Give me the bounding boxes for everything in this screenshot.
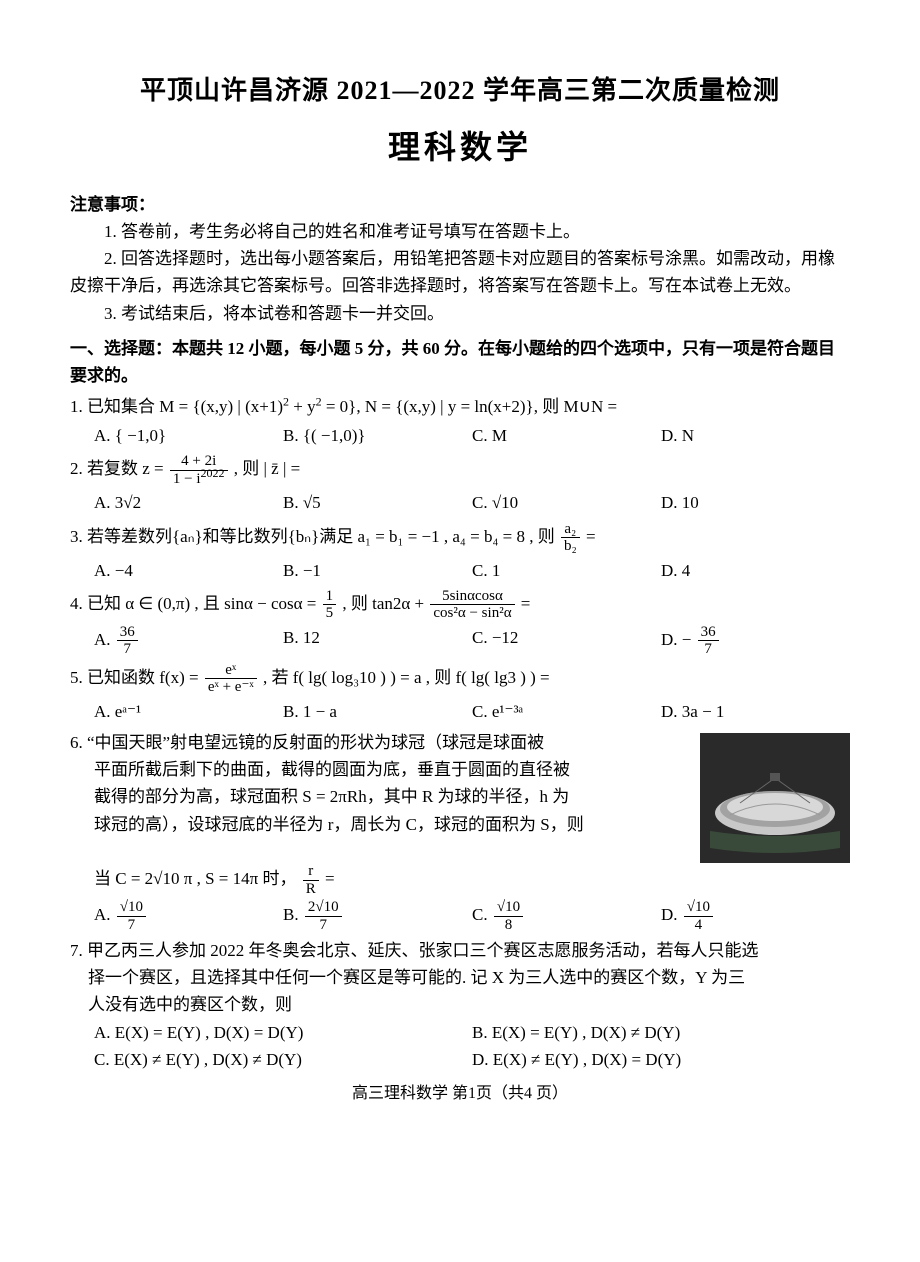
q7-opt-d: D. E(X) ≠ E(Y) , D(X) = D(Y) <box>472 1046 850 1073</box>
q5-text: 5. 已知函数 f(x) = eˣ eˣ + e⁻ˣ , 若 f( lg( lo… <box>70 662 850 696</box>
notice-item-1: 1. 答卷前，考生务必将自己的姓名和准考证号填写在答题卡上。 <box>70 218 850 245</box>
q2-options: A. 3√2 B. √5 C. √10 D. 10 <box>94 489 850 516</box>
q7-opt-a: A. E(X) = E(Y) , D(X) = D(Y) <box>94 1019 472 1046</box>
question-6: 6. “中国天眼”射电望远镜的反射面的形状为球冠（球冠是球面被 平面所截后剩下的… <box>70 729 850 933</box>
exam-page: 平顶山许昌济源 2021—2022 学年高三第二次质量检测 理科数学 注意事项：… <box>0 0 920 1262</box>
q4-opt-a: A. 367 <box>94 624 283 658</box>
q1-opt-d: D. N <box>661 422 850 449</box>
notice-title: 注意事项： <box>70 191 850 218</box>
q4-text: 4. 已知 α ∈ (0,π) , 且 sinα − cosα = 1 5 , … <box>70 588 850 622</box>
notice-item-2: 2. 回答选择题时，选出每小题答案后，用铅笔把答题卡对应题目的答案标号涂黑。如需… <box>70 245 850 299</box>
q2-opt-d: D. 10 <box>661 489 850 516</box>
question-2: 2. 若复数 z = 4 + 2i 1 − i2022 , 则 | z̄ | =… <box>70 453 850 516</box>
q2-text: 2. 若复数 z = 4 + 2i 1 − i2022 , 则 | z̄ | = <box>70 453 850 487</box>
question-4: 4. 已知 α ∈ (0,π) , 且 sinα − cosα = 1 5 , … <box>70 588 850 658</box>
q3-text: 3. 若等差数列{aₙ}和等比数列{bₙ}满足 a₁ = b₁ = −1 , a… <box>70 521 850 555</box>
telescope-image <box>700 733 850 863</box>
notice-item-3: 3. 考试结束后，将本试卷和答题卡一并交回。 <box>70 300 850 327</box>
q7-text: 7. 甲乙丙三人参加 2022 年冬奥会北京、延庆、张家口三个赛区志愿服务活动，… <box>70 937 850 1019</box>
q7-options-row1: A. E(X) = E(Y) , D(X) = D(Y) B. E(X) = E… <box>94 1019 850 1046</box>
q3-opt-d: D. 4 <box>661 557 850 584</box>
section-a-heading: 一、选择题：本题共 12 小题，每小题 5 分，共 60 分。在每小题给的四个选… <box>70 335 850 389</box>
q5-opt-c: C. e¹⁻³ᵃ <box>472 698 661 725</box>
q3-fraction: a₂ b₂ <box>561 521 580 555</box>
q5-fraction: eˣ eˣ + e⁻ˣ <box>205 662 257 696</box>
q2-opt-b: B. √5 <box>283 489 472 516</box>
page-footer: 高三理科数学 第1页（共4 页） <box>70 1081 850 1107</box>
q2-fraction: 4 + 2i 1 − i2022 <box>170 453 228 487</box>
q3-opt-c: C. 1 <box>472 557 661 584</box>
q4-options: A. 367 B. 12 C. −12 D. − 367 <box>94 624 850 658</box>
question-1: 1. 已知集合 M = {(x,y) | (x+1)2 + y2 = 0}, N… <box>70 393 850 449</box>
q2-opt-a: A. 3√2 <box>94 489 283 516</box>
q7-options-row2: C. E(X) ≠ E(Y) , D(X) ≠ D(Y) D. E(X) ≠ E… <box>94 1046 850 1073</box>
q6-options: A. √107 B. 2√107 C. √108 D. √104 <box>94 899 850 933</box>
q1-opt-c: C. M <box>472 422 661 449</box>
question-5: 5. 已知函数 f(x) = eˣ eˣ + e⁻ˣ , 若 f( lg( lo… <box>70 662 850 725</box>
q4-frac2: 5sinαcosα cos²α − sin²α <box>430 588 514 622</box>
q6-opt-c: C. √108 <box>472 899 661 933</box>
q3-opt-b: B. −1 <box>283 557 472 584</box>
q4-opt-c: C. −12 <box>472 624 661 658</box>
q1-opt-a: A. { −1,0} <box>94 422 283 449</box>
q4-opt-b: B. 12 <box>283 624 472 658</box>
question-3: 3. 若等差数列{aₙ}和等比数列{bₙ}满足 a₁ = b₁ = −1 , a… <box>70 521 850 584</box>
q6-text: 6. “中国天眼”射电望远镜的反射面的形状为球冠（球冠是球面被 平面所截后剩下的… <box>70 729 690 863</box>
q5-options: A. eᵃ⁻¹ B. 1 − a C. e¹⁻³ᵃ D. 3a − 1 <box>94 698 850 725</box>
q5-opt-a: A. eᵃ⁻¹ <box>94 698 283 725</box>
question-7: 7. 甲乙丙三人参加 2022 年冬奥会北京、延庆、张家口三个赛区志愿服务活动，… <box>70 937 850 1073</box>
q5-opt-b: B. 1 − a <box>283 698 472 725</box>
q4-frac1: 1 5 <box>323 588 337 622</box>
q1-text: 1. 已知集合 M = {(x,y) | (x+1)2 + y2 = 0}, N… <box>70 393 850 420</box>
q7-opt-b: B. E(X) = E(Y) , D(X) ≠ D(Y) <box>472 1019 850 1046</box>
q6-opt-b: B. 2√107 <box>283 899 472 933</box>
q4-opt-d: D. − 367 <box>661 624 850 658</box>
page-title-1: 平顶山许昌济源 2021—2022 学年高三第二次质量检测 <box>70 70 850 112</box>
q6-line5: 当 C = 2√10 π , S = 14π 时， rR = <box>94 863 850 897</box>
q6-opt-d: D. √104 <box>661 899 850 933</box>
q1-opt-b: B. {( −1,0)} <box>283 422 472 449</box>
q1-options: A. { −1,0} B. {( −1,0)} C. M D. N <box>94 422 850 449</box>
q6-opt-a: A. √107 <box>94 899 283 933</box>
page-title-2: 理科数学 <box>70 122 850 173</box>
q5-opt-d: D. 3a − 1 <box>661 698 850 725</box>
q7-opt-c: C. E(X) ≠ E(Y) , D(X) ≠ D(Y) <box>94 1046 472 1073</box>
q3-options: A. −4 B. −1 C. 1 D. 4 <box>94 557 850 584</box>
q2-opt-c: C. √10 <box>472 489 661 516</box>
q3-opt-a: A. −4 <box>94 557 283 584</box>
